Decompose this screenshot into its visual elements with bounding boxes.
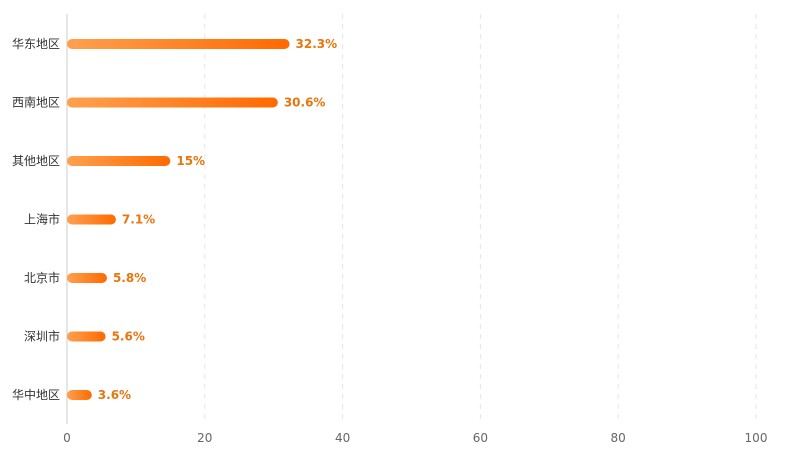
bar[interactable] bbox=[67, 39, 290, 49]
data-label: 7.1% bbox=[122, 213, 155, 227]
category-label: 北京市 bbox=[24, 270, 60, 285]
category-label: 华东地区 bbox=[12, 37, 60, 51]
bar[interactable] bbox=[67, 273, 107, 283]
bar[interactable] bbox=[67, 97, 278, 108]
grid-lines bbox=[204, 14, 757, 424]
category-label: 上海市 bbox=[24, 212, 60, 227]
x-tick-label: 80 bbox=[611, 431, 626, 445]
x-tick-label: 40 bbox=[335, 431, 350, 445]
category-label: 深圳市 bbox=[24, 329, 60, 344]
x-tick-label: 60 bbox=[473, 431, 488, 445]
x-tick-label: 100 bbox=[745, 431, 768, 445]
bar[interactable] bbox=[67, 156, 171, 166]
bar[interactable] bbox=[67, 214, 116, 225]
data-label: 3.6% bbox=[98, 388, 131, 402]
category-label: 其他地区 bbox=[12, 154, 60, 168]
bar[interactable] bbox=[67, 331, 106, 342]
bars bbox=[67, 39, 290, 400]
x-tick-label: 0 bbox=[63, 431, 71, 445]
data-label: 5.6% bbox=[112, 330, 145, 344]
labels: 华东地区 32.3% 西南地区 30.6% 其他地区 15% 上海市 7.1% 北京市 5.8% 深… bbox=[12, 37, 337, 402]
category-label: 华中地区 bbox=[12, 387, 60, 402]
data-label: 5.8% bbox=[113, 271, 146, 285]
data-label: 30.6% bbox=[284, 96, 326, 110]
data-label: 32.3% bbox=[296, 37, 338, 51]
bar[interactable] bbox=[67, 390, 92, 400]
x-tick-label: 20 bbox=[197, 431, 212, 445]
x-axis: 0 20 40 60 80 100 bbox=[63, 14, 767, 445]
category-label: 西南地区 bbox=[12, 95, 60, 110]
data-label: 15% bbox=[176, 154, 205, 168]
